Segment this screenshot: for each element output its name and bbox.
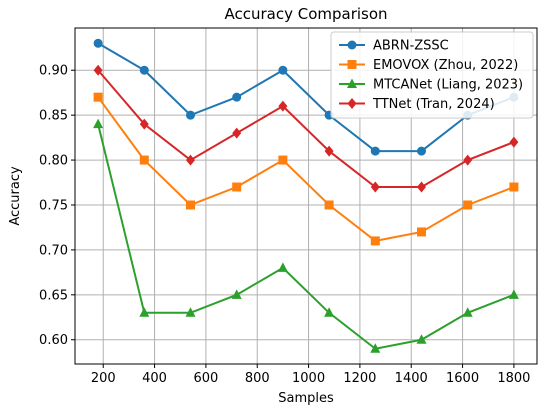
y-tick-label: 0.70 — [39, 243, 68, 258]
y-tick-label: 0.75 — [39, 198, 68, 213]
legend-marker — [347, 98, 357, 109]
data-point — [277, 262, 288, 272]
data-point — [370, 146, 380, 156]
series-emovox-zhou-2022 — [93, 92, 519, 246]
data-point — [370, 343, 381, 353]
legend-label: MTCANet (Liang, 2023) — [373, 78, 523, 93]
data-point — [278, 155, 288, 165]
data-point — [370, 236, 380, 246]
legend-box — [330, 31, 534, 119]
data-point — [186, 110, 195, 120]
data-point — [232, 127, 242, 139]
data-point — [508, 289, 519, 299]
y-tick-label: 0.60 — [39, 333, 68, 348]
legend-marker — [347, 40, 357, 50]
x-tick-label: 1600 — [446, 371, 479, 386]
data-point — [186, 200, 195, 210]
data-point — [186, 154, 195, 166]
data-point — [139, 118, 149, 130]
data-point — [139, 307, 150, 317]
axis-ticks: 200 400 600 800 1000 1200 1400 1600 1800 0.60 0.65… — [39, 64, 530, 386]
data-point — [139, 155, 149, 165]
data-point — [509, 136, 519, 148]
data-point — [93, 118, 104, 129]
data-point — [417, 146, 426, 156]
x-tick-label: 400 — [142, 371, 167, 386]
series-mtcanet-liang-2023 — [93, 118, 519, 353]
legend-label: EMOVOX (Zhou, 2022) — [373, 58, 518, 73]
plot-frame — [74, 27, 538, 365]
y-tick-label: 0.80 — [39, 154, 68, 169]
legend-item: ABRN-ZSSC — [339, 39, 449, 54]
data-point — [93, 38, 103, 48]
data-point — [278, 100, 288, 112]
series-ttnet-tran-2024 — [93, 64, 519, 193]
data-point — [370, 181, 380, 193]
x-tick-label: 800 — [245, 371, 270, 386]
legend-label: ABRN-ZSSC — [373, 39, 449, 54]
data-point — [324, 200, 334, 210]
data-point — [462, 307, 473, 317]
data-point — [463, 154, 473, 166]
data-point — [417, 227, 426, 237]
data-point — [509, 182, 519, 192]
series-line-emovox-zhou-2022 — [97, 96, 515, 242]
y-tick-label: 0.85 — [39, 109, 68, 124]
x-tick-label: 1400 — [395, 371, 428, 386]
series-line-mtcanet-liang-2023 — [97, 123, 515, 350]
chart-title: Accuracy Comparison — [224, 5, 387, 23]
data-point — [417, 181, 426, 193]
x-tick-label: 1800 — [497, 371, 530, 386]
data-point — [416, 334, 427, 344]
legend-marker — [347, 78, 357, 88]
series-layer — [93, 38, 519, 353]
data-point — [139, 65, 149, 75]
data-point — [185, 307, 196, 317]
data-point — [324, 307, 335, 317]
x-tick-label: 1000 — [292, 371, 325, 386]
y-tick-label: 0.65 — [39, 288, 68, 303]
legend-item: TTNet (Tran, 2024) — [339, 97, 495, 112]
x-tick-label: 200 — [91, 371, 116, 386]
data-point — [232, 182, 242, 192]
data-point — [232, 92, 242, 102]
data-point — [324, 145, 334, 157]
y-axis-label: Accuracy — [8, 166, 23, 226]
x-tick-label: 1200 — [343, 371, 376, 386]
legend-marker — [347, 60, 357, 69]
x-axis-label: Samples — [278, 391, 334, 406]
data-point — [463, 200, 473, 210]
data-point — [93, 64, 103, 76]
legend-label: TTNet (Tran, 2024) — [372, 97, 495, 112]
data-point — [231, 289, 242, 299]
data-point — [278, 65, 288, 75]
data-point — [93, 92, 103, 102]
legend: ABRN-ZSSC EMOVOX (Zhou, 2022) MTCANet (Lia… — [330, 31, 534, 119]
y-tick-label: 0.90 — [39, 64, 68, 79]
series-line-ttnet-tran-2024 — [97, 69, 515, 189]
series-line-abrn-zssc — [97, 42, 515, 153]
x-tick-label: 600 — [193, 371, 218, 386]
legend-item: EMOVOX (Zhou, 2022) — [339, 58, 518, 73]
legend-item: MTCANet (Liang, 2023) — [339, 78, 523, 93]
